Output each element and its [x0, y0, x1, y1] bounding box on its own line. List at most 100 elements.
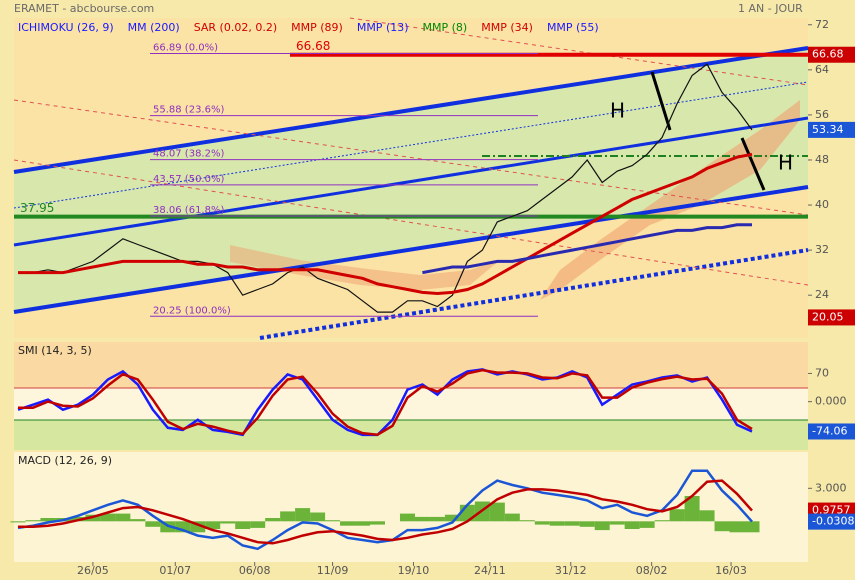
histogram-bar [429, 516, 445, 522]
value-box-label: -0.0308 [812, 515, 854, 528]
fib-label: 20.25 (100.0%) [153, 305, 231, 316]
x-tick-label: 01/07 [159, 564, 191, 577]
legend-label: MMP (55) [547, 21, 599, 34]
histogram-bar [235, 521, 251, 529]
histogram-bar [265, 518, 281, 522]
histogram-bar [205, 521, 221, 529]
histogram-bar [579, 521, 595, 527]
histogram-bar [444, 514, 460, 522]
x-tick-label: 19/10 [398, 564, 430, 577]
x-tick-label: 26/05 [77, 564, 109, 577]
fib-label: 66.89 (0.0%) [153, 43, 218, 54]
histogram-bar [714, 521, 730, 532]
histogram-bar [145, 521, 161, 527]
x-tick-label: 06/08 [239, 564, 271, 577]
channel-line [13, 185, 809, 314]
histogram-bar [25, 520, 41, 522]
histogram-bar [220, 521, 236, 524]
legend-label: ICHIMOKU (26, 9) [18, 21, 114, 34]
smi-oversold [14, 420, 808, 450]
value-box-label: 0.9757 [812, 504, 851, 517]
y-tick-label: 32 [815, 243, 829, 256]
value-box [808, 121, 855, 138]
histogram-bar [729, 521, 745, 533]
fib-label: 55.88 (23.6%) [153, 105, 224, 116]
legend-label: MM (200) [128, 21, 180, 34]
y-tick-label: 72 [815, 18, 829, 31]
x-tick-label: 11/09 [317, 564, 349, 577]
series-line [422, 223, 752, 275]
histogram-bar [534, 521, 550, 525]
legend-label: MMP (89) [291, 21, 343, 34]
annotation: H [610, 99, 625, 123]
histogram-bar [414, 516, 430, 522]
x-tick-label: 24/11 [474, 564, 506, 577]
value-box-label: 66.68 [812, 48, 844, 61]
legend-label: MMP (8) [423, 21, 468, 34]
histogram-bar [40, 518, 56, 522]
histogram-bar [399, 513, 415, 522]
channel-line [13, 116, 809, 247]
histogram-bar [175, 521, 191, 533]
y-tick-label: 64 [815, 63, 829, 76]
y-tick-label: 70 [815, 366, 829, 379]
histogram-bar [370, 521, 386, 525]
title: ERAMET - abcbourse.com [14, 2, 154, 15]
panel-title: SMI (14, 3, 5) [18, 344, 92, 357]
fib-label: 48.07 (38.2%) [153, 149, 224, 160]
histogram-bar [549, 521, 565, 526]
histogram-bar [654, 520, 670, 522]
histogram-bar [340, 521, 356, 526]
level-label: 66.68 [296, 39, 330, 53]
y-tick-label: 48 [815, 153, 829, 166]
histogram-bar [699, 510, 715, 522]
series-line [17, 368, 753, 437]
value-box [808, 423, 855, 440]
value-box [808, 309, 855, 326]
series-line [18, 368, 753, 436]
y-tick-label: 56 [815, 108, 829, 121]
fib-label: 43.57 (50.0%) [153, 174, 224, 185]
value-box [808, 46, 855, 63]
histogram-bar [115, 513, 131, 522]
series-line [18, 63, 753, 313]
pattern-line [740, 137, 766, 191]
value-box-label: 20.05 [812, 310, 844, 323]
y-tick-label: 0.000 [815, 395, 847, 408]
y-tick-label: 3.000 [815, 481, 847, 494]
smi-neutral [14, 388, 808, 420]
histogram-bar [190, 521, 206, 533]
histogram-bar [310, 512, 326, 522]
histogram-bar [624, 521, 640, 529]
value-box [808, 513, 855, 530]
histogram-bar [280, 511, 296, 522]
fib-label: 38.06 (61.8%) [153, 205, 224, 216]
histogram-bar [744, 521, 760, 533]
panel-title: MACD (12, 26, 9) [18, 454, 112, 467]
annotation: H [778, 151, 793, 175]
histogram-bar [669, 509, 685, 522]
legend-label: SAR (0.02, 0.2) [194, 21, 277, 34]
histogram-bar [519, 520, 535, 522]
legend-label: MMP (13) [357, 21, 409, 34]
channel-mid [13, 81, 809, 209]
x-tick-label: 08/02 [636, 564, 668, 577]
histogram-bar [10, 521, 26, 523]
level-label: 37.95 [20, 201, 54, 215]
pattern-line [650, 71, 672, 131]
legend-label: MMP (34) [481, 21, 533, 34]
smi-overbought [14, 342, 808, 388]
histogram-bar [564, 521, 580, 526]
histogram-bar [609, 521, 625, 525]
x-tick-label: 16/03 [715, 564, 747, 577]
series-line [18, 479, 753, 545]
histogram-bar [594, 521, 610, 531]
histogram-bar [295, 508, 311, 522]
histogram-bar [325, 520, 341, 522]
channel-line [13, 46, 809, 174]
support-line [259, 248, 809, 340]
histogram-bar [504, 513, 520, 522]
histogram-bar [250, 521, 266, 528]
